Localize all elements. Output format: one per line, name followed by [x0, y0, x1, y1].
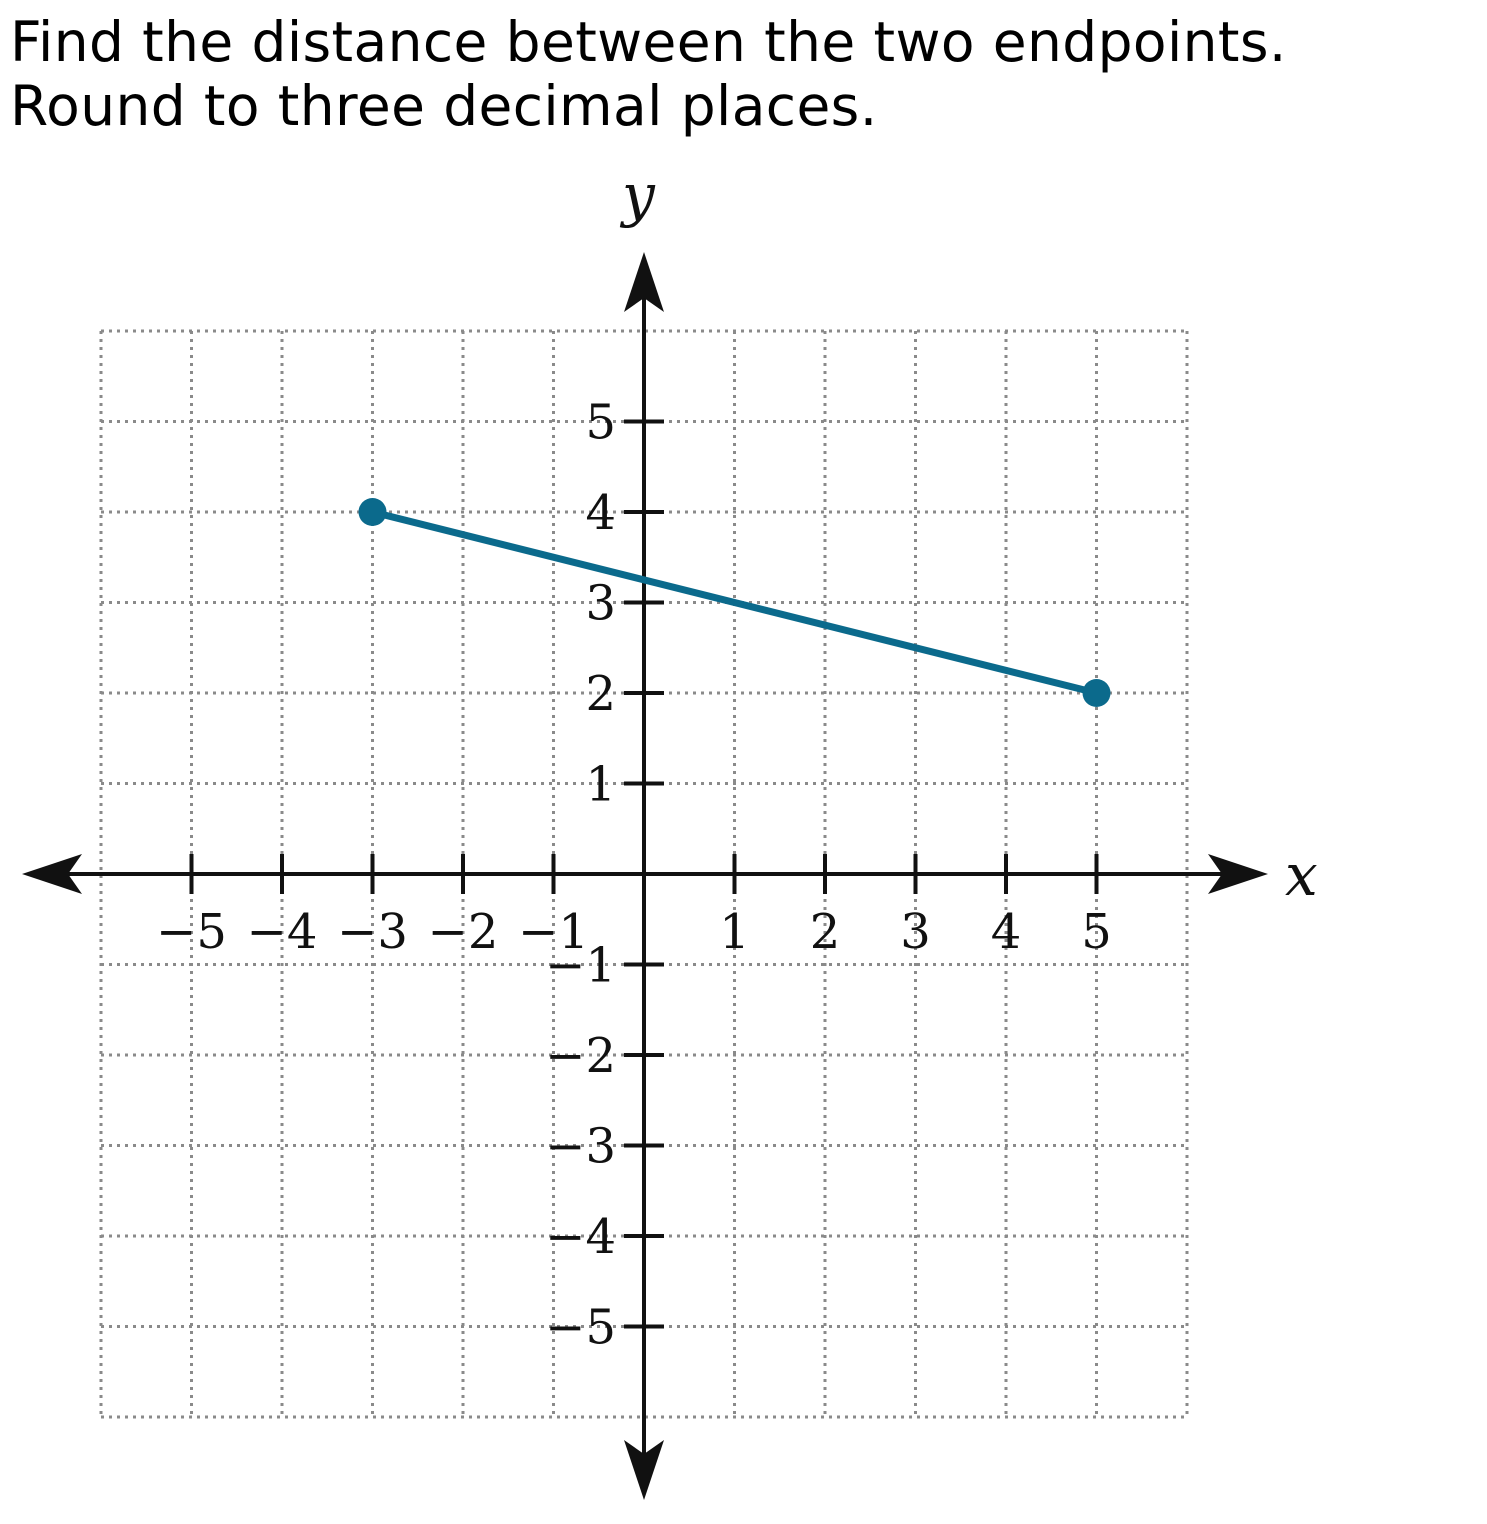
y-tick-label: −4 — [545, 1209, 616, 1265]
y-tick-label: 1 — [585, 757, 616, 813]
x-axis-left-arrow-icon — [22, 854, 82, 894]
x-tick-label: −5 — [156, 904, 227, 960]
x-axis-right-arrow-icon — [1208, 854, 1268, 894]
x-tick-label: 4 — [991, 904, 1022, 960]
y-axis-up-arrow-icon — [624, 252, 664, 312]
axes — [22, 252, 1268, 1500]
y-tick-label: −2 — [545, 1028, 616, 1084]
ticks — [189, 419, 1099, 1329]
y-tick-label: 3 — [585, 576, 616, 632]
grid — [99, 329, 1189, 1419]
endpoint — [358, 498, 387, 526]
x-tick-label: 1 — [719, 904, 750, 960]
x-axis-label: x — [1285, 841, 1318, 909]
x-tick-label: −2 — [428, 904, 499, 960]
endpoint — [1082, 679, 1111, 707]
x-tick-label: −4 — [247, 904, 318, 960]
line-segment — [369, 508, 1100, 697]
y-tick-label: 5 — [585, 395, 616, 451]
x-tick-label: −1 — [518, 904, 589, 960]
tick-labels: x y −5 −4 −3 −2 −1 1 2 3 4 5 −5 −4 −3 −2 −1 1 2 3 4 5 — [156, 161, 1318, 1356]
y-tick-label: −5 — [545, 1300, 616, 1356]
y-axis-down-arrow-icon — [624, 1440, 664, 1500]
x-tick-label: 5 — [1081, 904, 1112, 960]
data-series — [358, 498, 1111, 707]
y-tick-label: −1 — [545, 938, 616, 994]
x-tick-label: 3 — [900, 904, 931, 960]
y-tick-label: −3 — [545, 1119, 616, 1175]
x-tick-label: 2 — [810, 904, 841, 960]
y-tick-label: 4 — [585, 485, 616, 541]
x-tick-label: −3 — [337, 904, 408, 960]
question-text: Find the distance between the two endpoi… — [10, 10, 1287, 138]
y-axis-label: y — [619, 161, 656, 229]
y-tick-label: 2 — [585, 666, 616, 722]
